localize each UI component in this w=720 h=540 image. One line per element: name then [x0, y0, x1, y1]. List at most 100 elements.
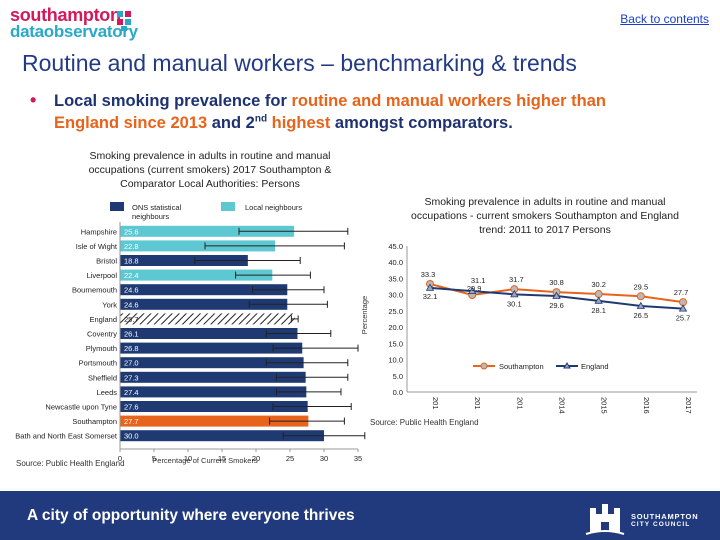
- x-tick-label: 2014: [558, 397, 567, 414]
- y-tick-label: 30.0: [388, 291, 403, 300]
- bar-value-label: 27.6: [124, 403, 139, 412]
- bar-category-label: Coventry: [87, 330, 117, 339]
- bar-category-label: Sheffield: [88, 373, 117, 382]
- data-label-southampton: 30.8: [549, 278, 564, 287]
- y-tick-label: 10.0: [388, 356, 403, 365]
- x-axis-label: Percentage of Current Smokers: [152, 456, 258, 465]
- city-council-crest-icon: [585, 504, 625, 535]
- line-chart-legend: Southampton England: [473, 362, 609, 371]
- data-label-southampton: 27.7: [674, 288, 689, 297]
- bar-value-label: 27.7: [124, 417, 139, 426]
- source-note: Source: Public Health England: [16, 459, 125, 468]
- bar-category-label: Leeds: [97, 388, 118, 397]
- bar-category-label: Newcastle upon Tyne: [45, 403, 117, 412]
- bar: [120, 269, 273, 281]
- x-tick-label: 0: [118, 454, 122, 463]
- y-tick-label: 25.0: [388, 307, 403, 316]
- data-point: [636, 292, 645, 301]
- bar-category-label: Bristol: [96, 257, 117, 266]
- legend-label-england: England: [581, 362, 609, 371]
- finding-superscript: nd: [254, 113, 268, 125]
- bar: [120, 298, 288, 310]
- footer-tagline: A city of opportunity where everyone thr…: [27, 507, 355, 524]
- bar-value-label: 27.4: [124, 388, 139, 397]
- x-tick-label: 201: [473, 397, 482, 410]
- x-tick-label: 5: [152, 454, 156, 463]
- y-tick-label: 20.0: [388, 323, 403, 332]
- finding-highlight: routine and manual workers higher than: [291, 92, 606, 110]
- legend-marker-england: [563, 362, 571, 369]
- bar-value-label: 27.0: [124, 359, 139, 368]
- data-point: [467, 286, 477, 294]
- bar: [120, 255, 248, 266]
- data-label-england: 30.1: [507, 299, 522, 308]
- y-tick-label: 15.0: [388, 339, 403, 348]
- data-label-southampton: 30.2: [591, 280, 606, 289]
- bar-category-label: Portsmouth: [79, 359, 117, 368]
- bar-value-label: 18.8: [124, 257, 139, 266]
- data-label-england: 32.1: [423, 292, 438, 301]
- bar: [120, 386, 307, 398]
- bar-chart: ONS statistical neighbours Local neighbou…: [15, 202, 366, 468]
- bar: [120, 313, 295, 325]
- bar-chart-title: Smoking prevalence in adults in routine …: [88, 150, 332, 190]
- page-title: Routine and manual workers – benchmarkin…: [22, 50, 577, 76]
- footer-logo-line1: SOUTHAMPTON: [631, 512, 699, 521]
- x-tick-label: 15: [218, 454, 226, 463]
- logo-text-southampton: southampton: [10, 5, 121, 25]
- x-tick-label: 10: [184, 454, 192, 463]
- data-label-england: 29.6: [549, 301, 564, 310]
- x-tick-label: 2015: [600, 397, 609, 414]
- bar-category-label: Plymouth: [86, 344, 117, 353]
- bar-category-label: Isle of Wight: [76, 242, 118, 251]
- data-point: [678, 304, 688, 312]
- y-tick-label: 40.0: [388, 258, 403, 267]
- data-label-southampton: 29.5: [634, 282, 649, 291]
- bar-value-label: 22.4: [124, 271, 139, 280]
- legend-marker-southampton: [480, 362, 488, 370]
- bar-category-label: Bath and North East Somerset: [15, 432, 118, 441]
- finding-text: amongst comparators.: [330, 114, 513, 132]
- bar: [120, 415, 309, 427]
- x-tick-label: 201: [431, 397, 440, 410]
- bar-value-label: 26.1: [124, 330, 139, 339]
- y-tick-label: 0.0: [393, 388, 403, 397]
- bar-value-label: 25.6: [124, 227, 139, 236]
- legend-label-southampton: Southampton: [499, 362, 544, 371]
- data-point: [425, 283, 435, 291]
- key-finding: Local smoking prevalence for routine and…: [32, 90, 692, 134]
- back-to-contents-link[interactable]: Back to contents: [620, 12, 709, 26]
- data-point: [594, 296, 603, 304]
- y-tick-label: 5.0: [393, 372, 403, 381]
- finding-text: Local smoking prevalence for: [54, 92, 292, 110]
- source-note: Source: Public Health England: [370, 418, 479, 427]
- x-tick-label: 35: [354, 454, 362, 463]
- legend-swatch-ons: [110, 202, 124, 211]
- bar: [120, 225, 295, 237]
- bar-category-label: York: [102, 300, 117, 309]
- bar-value-label: 26.8: [124, 344, 139, 353]
- bar: [120, 357, 304, 369]
- bar-category-label: England: [89, 315, 117, 324]
- bar: [120, 401, 308, 412]
- x-tick-label: 2017: [684, 397, 693, 414]
- bar-category-label: Hampshire: [81, 227, 117, 236]
- bar: [120, 342, 303, 354]
- data-point: [636, 301, 646, 309]
- bar: [120, 284, 288, 296]
- bar: [120, 240, 276, 252]
- bar-category-label: Liverpool: [87, 271, 118, 280]
- bar: [120, 371, 306, 383]
- y-tick-label: 45.0: [388, 242, 403, 251]
- x-tick-label: 2016: [642, 397, 651, 414]
- data-label-southampton: 33.3: [421, 270, 436, 279]
- finding-highlight: highest: [267, 114, 331, 132]
- bar: [120, 328, 298, 339]
- x-tick-label: 30: [320, 454, 328, 463]
- data-label-england: 25.7: [676, 314, 691, 323]
- data-point: [552, 291, 561, 299]
- x-tick-label: 25: [286, 454, 294, 463]
- bar-category-label: Southampton: [72, 417, 117, 426]
- data-label-england: 26.5: [634, 311, 649, 320]
- finding-highlight: England since 2013: [54, 114, 208, 132]
